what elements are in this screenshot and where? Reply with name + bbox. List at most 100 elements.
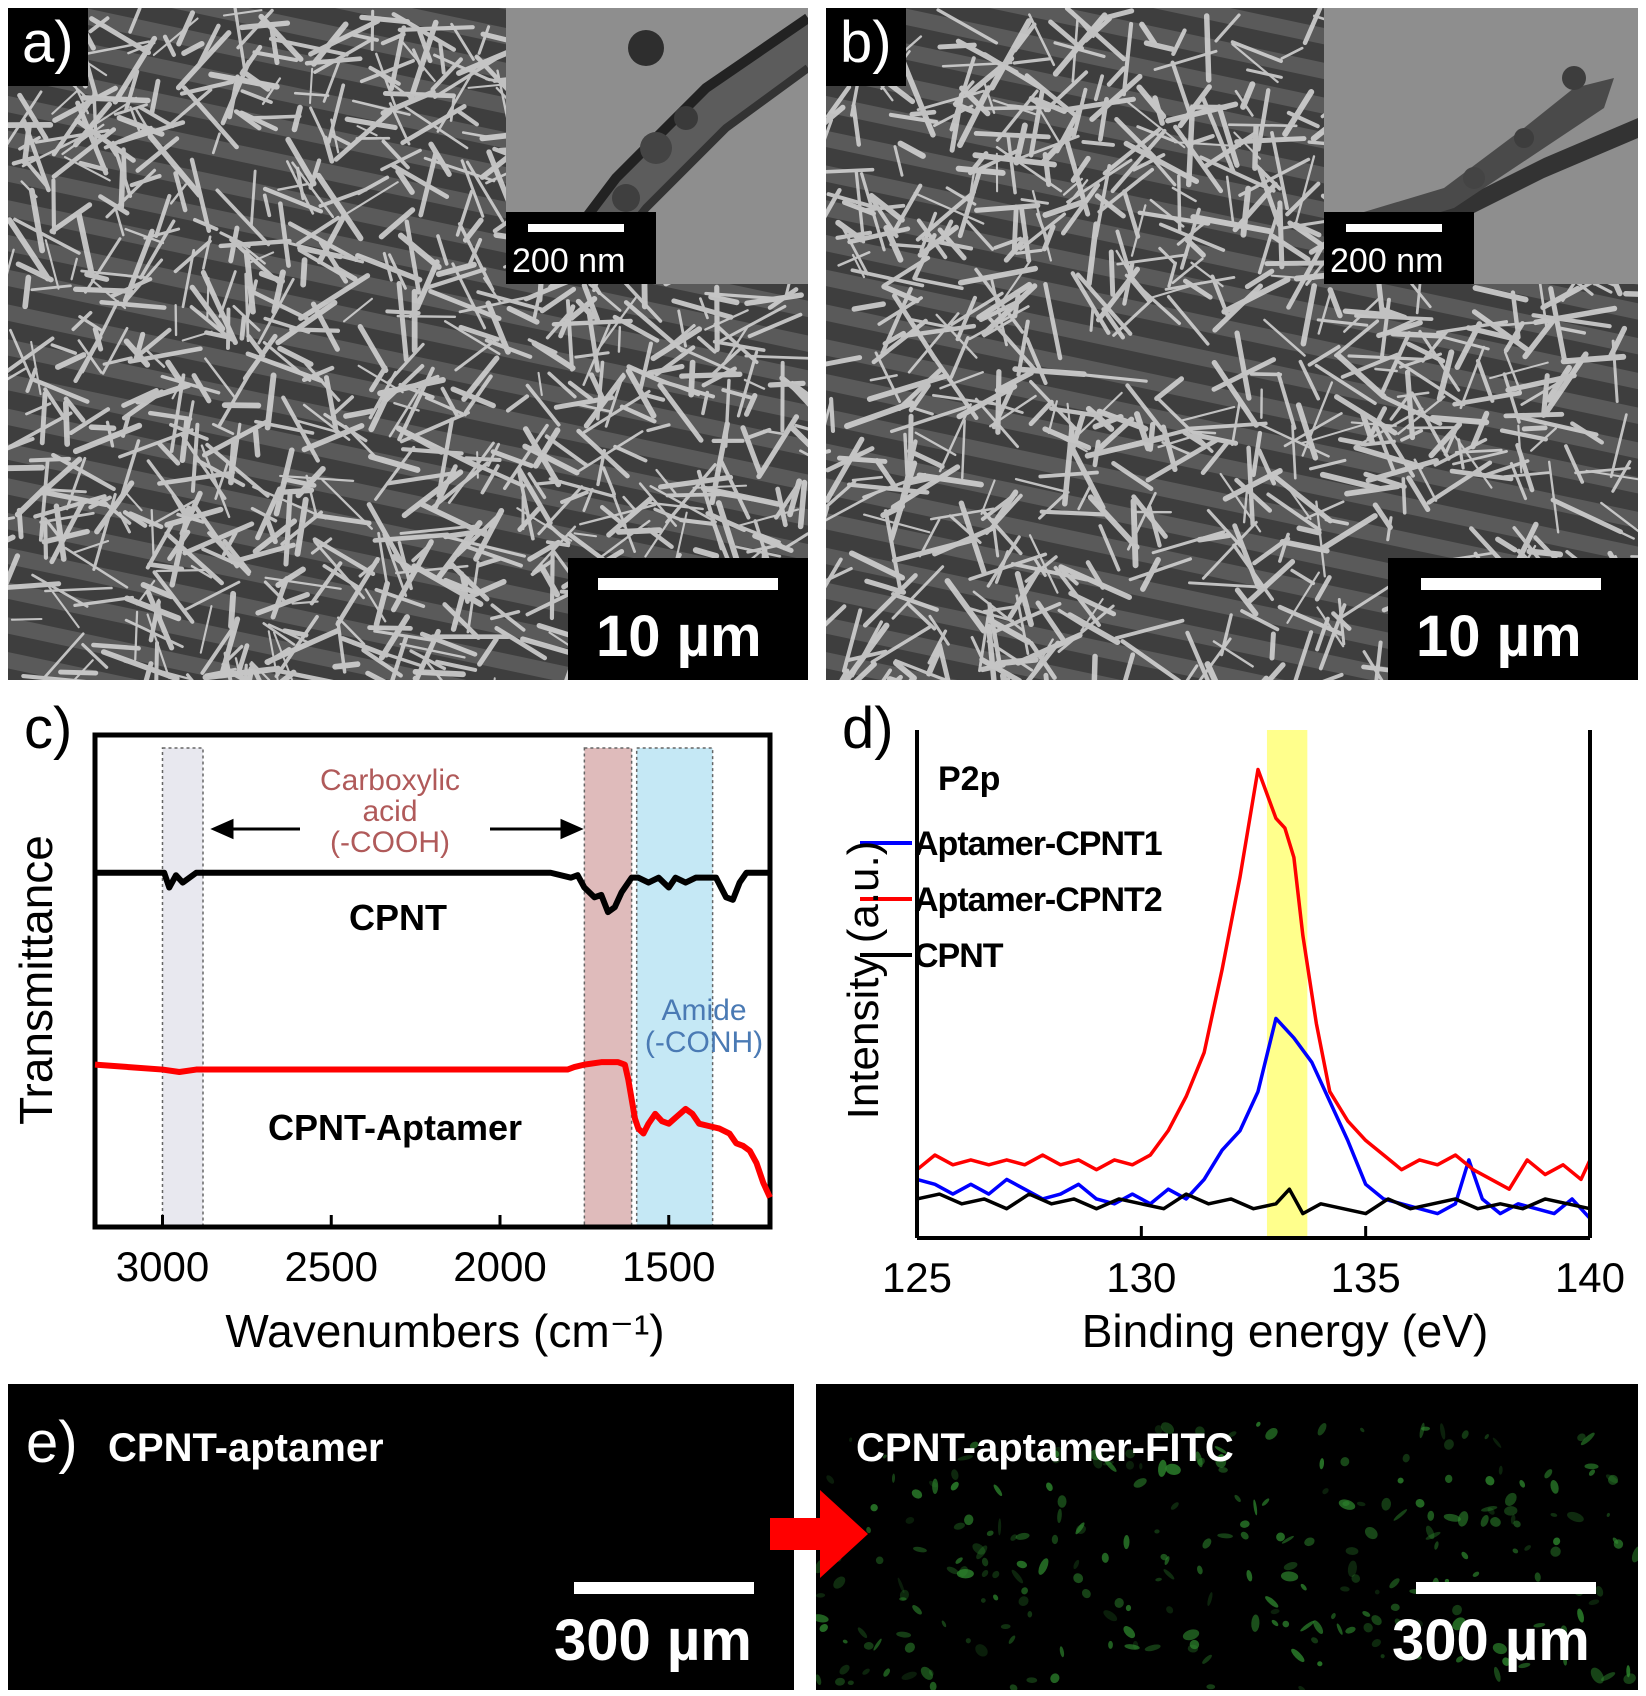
nanotube-fiber	[893, 145, 904, 177]
fluorescent-speck	[901, 1671, 917, 1680]
nanotube-fiber	[1058, 564, 1133, 600]
nanotube-fiber	[846, 649, 888, 662]
nanotube-fiber	[222, 538, 252, 575]
inset-scale-bar-a	[528, 224, 624, 232]
nanotube-fiber	[883, 224, 904, 263]
nanotube-fiber	[124, 227, 165, 245]
nanotube-fiber	[1077, 482, 1093, 511]
fluorescent-speck	[1123, 1535, 1130, 1550]
nanotube-fiber	[157, 598, 164, 633]
nanotube-fiber	[359, 14, 411, 25]
fluorescent-speck	[905, 1517, 915, 1524]
fluorescent-speck	[1207, 1592, 1213, 1607]
nanotube-fiber	[1271, 473, 1333, 524]
scale-label-a: 10 µm	[596, 604, 762, 669]
nanotube-fiber	[232, 304, 261, 332]
fluorescent-speck	[1402, 1453, 1410, 1463]
nanotube-fiber	[1550, 497, 1623, 535]
nanotube-fiber	[165, 359, 183, 384]
fluorescent-speck	[1246, 1569, 1253, 1582]
nanotube-fiber	[364, 588, 387, 623]
nanotube-fiber	[321, 478, 373, 530]
nanotube-fiber	[1600, 501, 1638, 533]
nanotube-fiber	[1335, 352, 1387, 400]
nanotube-fiber	[78, 160, 108, 172]
nanotube-fiber	[1115, 229, 1133, 277]
x-tick-label: 135	[1331, 1254, 1401, 1301]
nanotube-fiber	[8, 367, 27, 381]
nanotube-fiber	[835, 219, 865, 243]
nanotube-fiber	[368, 388, 393, 433]
nanotube-fiber	[993, 236, 1023, 250]
nanotube-fiber	[8, 248, 15, 275]
nanotube-fiber	[1047, 400, 1058, 434]
nanotube-fiber	[1122, 652, 1136, 680]
nanotube-fiber	[626, 364, 666, 385]
nanotube-fiber	[1060, 182, 1101, 236]
nanotube-fiber	[1071, 87, 1088, 140]
fluorescent-speck	[1270, 1608, 1280, 1615]
nanotube-fiber	[71, 310, 93, 332]
nanotube-fiber	[1376, 320, 1423, 339]
carboxylic-line-3: (-COOH)	[330, 826, 450, 859]
nanotube-fiber	[646, 363, 685, 376]
nanotube-fiber	[1123, 140, 1200, 184]
fluorescent-speck	[932, 1478, 939, 1495]
nanotube-fiber	[291, 600, 319, 605]
nanotube-fiber	[704, 291, 778, 301]
fluorescent-speck	[1584, 1463, 1599, 1470]
fluorescent-speck	[1512, 1548, 1519, 1554]
nanotube-fiber	[485, 300, 511, 355]
nanotube-fiber	[77, 339, 103, 374]
nanotube-fiber	[262, 186, 324, 214]
nanotube-fiber	[980, 508, 1023, 556]
fluorescent-speck	[816, 1614, 829, 1623]
nanotube-fiber	[464, 456, 502, 463]
nanotube-fiber	[1234, 136, 1307, 145]
nanotube-fiber	[1406, 475, 1431, 513]
nanotube-fiber	[994, 656, 1039, 667]
nanotube-fiber	[516, 469, 535, 541]
fluorescent-speck	[1577, 1608, 1585, 1623]
nanotube-fiber	[228, 590, 237, 630]
nanotube-fiber	[484, 338, 533, 359]
fluorescent-speck	[990, 1442, 995, 1456]
nanotube-fiber	[456, 109, 479, 127]
nanotube-fiber	[477, 636, 499, 667]
nanotube-fiber	[1043, 281, 1063, 361]
nanotube-fiber	[560, 490, 589, 505]
nanotube-fiber	[1426, 460, 1493, 505]
fluorescent-speck	[1510, 1514, 1516, 1525]
nanotube-fiber	[217, 366, 255, 429]
nanotube-fiber	[1232, 523, 1261, 590]
nanotube-fiber	[281, 395, 320, 463]
nanotube-fiber	[527, 539, 561, 562]
fluorescent-speck	[904, 1642, 915, 1653]
nanotube-fiber	[1240, 185, 1252, 238]
nanotube-fiber	[1230, 40, 1283, 64]
nanotube-fiber	[28, 187, 46, 254]
nanotube-fiber	[289, 327, 341, 333]
nanotube-fiber	[1071, 18, 1079, 83]
nanotube-fiber	[1249, 372, 1283, 377]
nanotube-fiber	[1188, 581, 1268, 589]
nanotube-fiber	[1301, 381, 1334, 457]
nanotube-fiber	[1108, 249, 1116, 297]
fluorescent-speck	[1351, 1574, 1361, 1583]
nanotube-fiber	[1014, 477, 1070, 494]
nanotube-fiber	[1263, 318, 1306, 357]
nanotube-fiber	[189, 284, 226, 332]
nanotube-fiber	[538, 563, 561, 598]
nanotube-fiber	[1098, 524, 1121, 572]
ftir-x-label: Wavenumbers (cm⁻¹)	[225, 1305, 664, 1357]
nanotube-fiber	[47, 584, 80, 629]
nanotube-fiber	[1495, 319, 1551, 327]
nanotube-fiber	[455, 189, 474, 237]
fluorescent-speck	[993, 1594, 999, 1601]
nanotube-fiber	[987, 602, 1002, 665]
fluorescent-speck	[1291, 1648, 1305, 1663]
fluorescent-speck	[975, 1644, 988, 1657]
nanotube-fiber	[21, 135, 83, 168]
fluorescent-speck	[1195, 1451, 1203, 1468]
fluorescent-speck	[1340, 1457, 1350, 1467]
